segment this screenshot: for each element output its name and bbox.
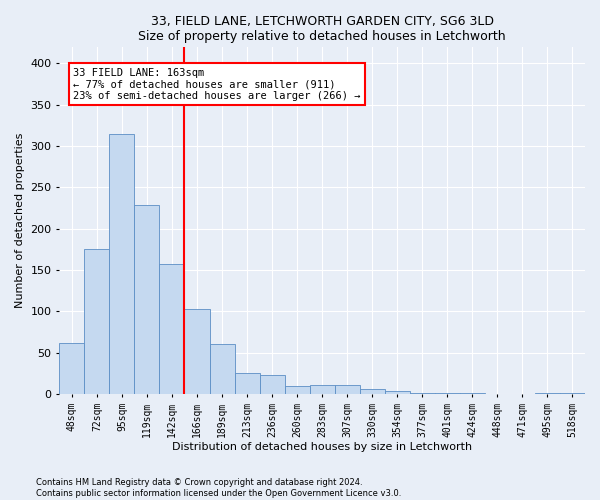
- Bar: [535, 393, 560, 394]
- Bar: [109, 134, 134, 394]
- Bar: [385, 390, 410, 394]
- Bar: [335, 385, 360, 394]
- Bar: [184, 309, 209, 394]
- Bar: [310, 385, 335, 394]
- Bar: [209, 344, 235, 394]
- Bar: [360, 389, 385, 394]
- Bar: [59, 343, 85, 394]
- Text: Contains HM Land Registry data © Crown copyright and database right 2024.
Contai: Contains HM Land Registry data © Crown c…: [36, 478, 401, 498]
- Bar: [410, 393, 435, 394]
- Bar: [260, 375, 284, 394]
- Bar: [134, 205, 160, 394]
- Bar: [284, 386, 310, 394]
- Bar: [460, 393, 485, 394]
- Bar: [85, 250, 109, 394]
- Title: 33, FIELD LANE, LETCHWORTH GARDEN CITY, SG6 3LD
Size of property relative to det: 33, FIELD LANE, LETCHWORTH GARDEN CITY, …: [139, 15, 506, 43]
- Bar: [160, 264, 184, 394]
- Y-axis label: Number of detached properties: Number of detached properties: [15, 133, 25, 308]
- Bar: [560, 393, 585, 394]
- Bar: [435, 393, 460, 394]
- Text: 33 FIELD LANE: 163sqm
← 77% of detached houses are smaller (911)
23% of semi-det: 33 FIELD LANE: 163sqm ← 77% of detached …: [73, 68, 361, 101]
- Bar: [235, 372, 260, 394]
- X-axis label: Distribution of detached houses by size in Letchworth: Distribution of detached houses by size …: [172, 442, 472, 452]
